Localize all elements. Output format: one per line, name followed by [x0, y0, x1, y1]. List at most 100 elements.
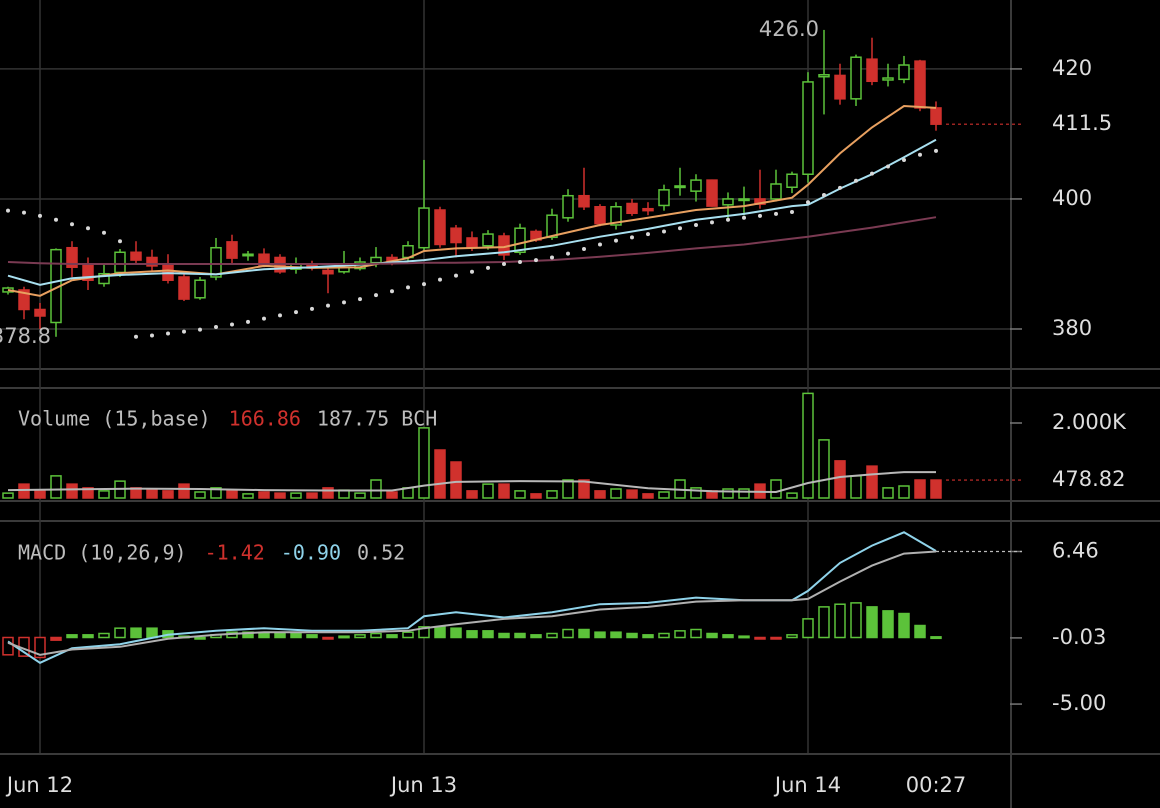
indicator-dot	[518, 260, 522, 265]
volume-bar	[418, 427, 430, 499]
indicator-dot	[534, 258, 538, 263]
candle-body	[786, 173, 798, 189]
indicator-dot	[422, 282, 426, 287]
indicator-dot	[342, 300, 346, 305]
candle-body	[898, 64, 910, 81]
y-tick-label: 380	[1052, 316, 1092, 340]
candle-body	[658, 189, 670, 207]
indicator-dot	[470, 269, 474, 274]
candle-body	[194, 279, 206, 299]
candle-body	[578, 194, 590, 208]
macd-histogram-bar	[338, 635, 350, 639]
macd-histogram-bar	[626, 632, 638, 639]
x-tick-label: Jun 14	[773, 773, 841, 797]
x-tick-label: Jun 13	[389, 773, 457, 797]
volume-bar	[530, 493, 542, 499]
indicator-dot	[182, 329, 186, 334]
candle-body	[146, 256, 158, 267]
candle-body	[834, 74, 846, 100]
volume-bar	[66, 483, 78, 499]
volume-bar	[642, 493, 654, 499]
indicator-dot	[774, 211, 778, 216]
macd-histogram-bar	[722, 634, 734, 639]
candle-body	[594, 206, 606, 225]
indicator-dot	[134, 334, 138, 339]
indicator-dot	[630, 235, 634, 240]
candle-body	[434, 209, 446, 246]
volume-bar	[786, 492, 798, 499]
macd-histogram-bar	[754, 636, 766, 640]
indicator-dot	[742, 215, 746, 220]
volume-bar	[178, 483, 190, 499]
macd-histogram-bar	[82, 634, 94, 639]
candle-body	[690, 179, 702, 192]
y-tick-label: 2.000K	[1052, 410, 1127, 434]
indicator-line	[7, 471, 936, 494]
candle-body	[626, 202, 638, 215]
macd-histogram-bar	[866, 606, 878, 639]
volume-bar	[386, 491, 398, 499]
macd-histogram-bar	[514, 632, 526, 639]
indicator-dot	[86, 226, 90, 231]
volume-bar	[914, 479, 926, 499]
volume-bar	[18, 483, 30, 499]
y-tick-label: 400	[1052, 186, 1092, 210]
x-tick-label: 00:27	[906, 773, 967, 797]
indicator-dot	[246, 319, 250, 324]
macd-histogram-bar	[818, 606, 830, 639]
macd-histogram-bar	[802, 618, 814, 639]
macd-histogram-bar	[418, 626, 430, 639]
macd-histogram-bar	[66, 634, 78, 639]
candle-body	[178, 276, 190, 300]
volume-bar	[34, 489, 46, 499]
indicator-dot	[38, 213, 42, 218]
macd-histogram-bar	[498, 632, 510, 639]
volume-bar	[578, 479, 590, 499]
macd-histogram-bar	[562, 628, 574, 639]
macd-histogram-bar	[578, 628, 590, 639]
candle-body	[114, 251, 126, 274]
volume-bar	[850, 475, 862, 499]
candle-body	[482, 233, 494, 247]
macd-histogram-bar	[850, 602, 862, 639]
volume-bar	[722, 488, 734, 499]
macd-histogram-bar	[594, 631, 606, 639]
candle-body	[818, 74, 830, 78]
volume-bar	[98, 490, 110, 499]
macd-histogram-bar	[290, 632, 302, 639]
candle-body	[322, 269, 334, 275]
indicator-dot	[166, 331, 170, 336]
last-price-label: 411.5	[1052, 111, 1112, 135]
candle-body	[450, 227, 462, 244]
macd-histogram-bar	[146, 627, 158, 639]
macd-histogram-bar	[322, 636, 334, 640]
candle-body	[98, 272, 110, 285]
candle-body	[882, 77, 894, 81]
indicator-dot	[854, 178, 858, 183]
macd-histogram-bar	[482, 630, 494, 639]
macd-histogram-bar	[114, 627, 126, 639]
volume-bar	[498, 483, 510, 499]
macd-histogram-bar	[674, 630, 686, 639]
volume-bar	[2, 492, 14, 499]
indicator-dot	[614, 238, 618, 243]
volume-bar	[738, 488, 750, 499]
indicator-dot	[6, 208, 10, 213]
macd-histogram-bar	[370, 632, 382, 639]
candle-body	[722, 198, 734, 206]
indicator-line	[7, 216, 937, 265]
macd-histogram-bar	[434, 626, 446, 639]
y-tick-label: 420	[1052, 56, 1092, 80]
candle-body	[930, 107, 942, 125]
volume-bar	[690, 487, 702, 499]
volume-bar	[546, 490, 558, 499]
grid-layer	[0, 0, 1010, 753]
indicator-dot	[54, 217, 58, 222]
volume-bar	[258, 491, 270, 499]
volume-bar	[146, 489, 158, 499]
volume-bar	[610, 488, 622, 499]
candle-body	[642, 207, 654, 212]
macd-histogram-bar	[402, 631, 414, 639]
indicator-dot	[870, 171, 874, 176]
